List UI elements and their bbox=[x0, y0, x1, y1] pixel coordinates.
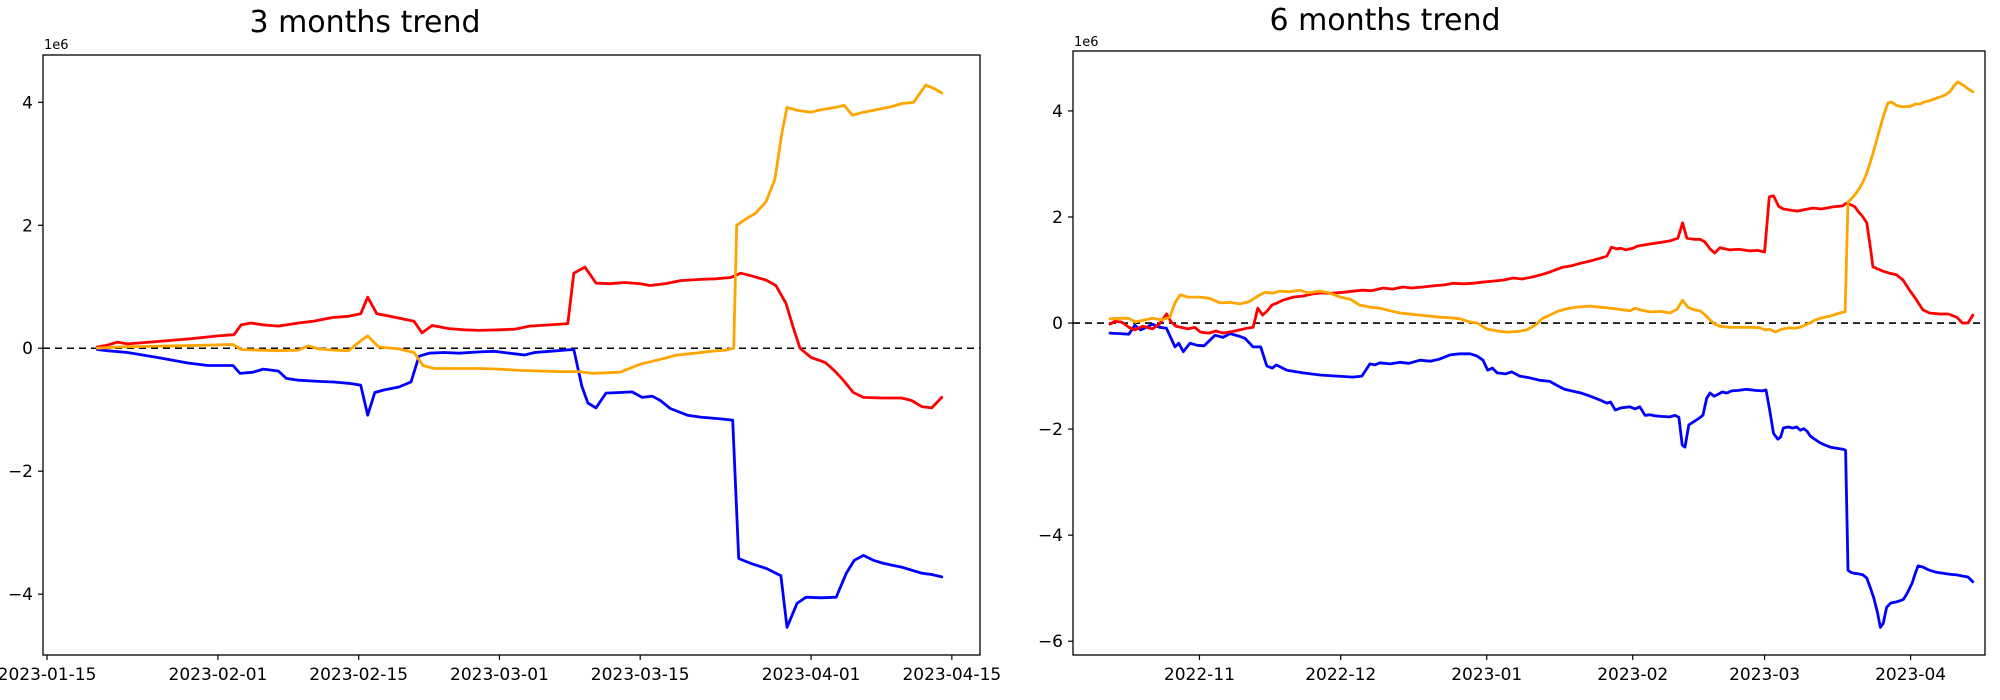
x-tick-label: 2023-02-01 bbox=[169, 665, 268, 685]
y-tick-label: −2 bbox=[8, 462, 33, 482]
y-tick-label: 2 bbox=[22, 216, 33, 236]
y-tick-label: 4 bbox=[22, 93, 33, 113]
series-orange-line bbox=[95, 83, 944, 375]
series-red-line bbox=[1108, 194, 1975, 335]
axes-frame bbox=[42, 54, 981, 656]
x-tick-label: 2023-03 bbox=[1729, 665, 1800, 685]
x-tick-label: 2022-12 bbox=[1305, 665, 1376, 685]
x-tick-label: 2023-04-01 bbox=[762, 665, 861, 685]
x-tick-label: 2023-04-15 bbox=[902, 665, 1001, 685]
y-tick-label: 0 bbox=[1052, 314, 1063, 334]
series-blue-line bbox=[1108, 322, 1975, 629]
x-tick-label: 2023-02 bbox=[1597, 665, 1668, 685]
y-axis-offset-label-left: 1e6 bbox=[44, 38, 69, 53]
y-tick-label: 0 bbox=[22, 339, 33, 359]
x-tick-label: 2023-03-15 bbox=[591, 665, 690, 685]
x-tick-label: 2023-03-01 bbox=[450, 665, 549, 685]
y-tick-label: −2 bbox=[1038, 420, 1063, 440]
x-tick-label: 2023-02-15 bbox=[309, 665, 408, 685]
chart-title-6-months: 6 months trend bbox=[1269, 3, 1501, 38]
x-tick-label: 2023-01-15 bbox=[0, 665, 96, 685]
axes-frame bbox=[1072, 50, 1986, 656]
y-tick-label: −6 bbox=[1038, 632, 1063, 652]
x-tick-label: 2023-01 bbox=[1451, 665, 1522, 685]
y-tick-label: −4 bbox=[8, 585, 33, 605]
series-orange-line bbox=[1108, 80, 1975, 334]
y-tick-label: 4 bbox=[1052, 102, 1063, 122]
series-blue-line bbox=[95, 348, 944, 629]
x-tick-label: 2022-11 bbox=[1164, 665, 1235, 685]
y-axis-offset-label-right: 1e6 bbox=[1074, 35, 1099, 50]
chart-title-3-months: 3 months trend bbox=[249, 5, 481, 40]
series-red-line bbox=[95, 265, 944, 410]
x-tick-label: 2023-04 bbox=[1875, 665, 1946, 685]
y-tick-label: 2 bbox=[1052, 208, 1063, 228]
y-tick-label: −4 bbox=[1038, 526, 1063, 546]
